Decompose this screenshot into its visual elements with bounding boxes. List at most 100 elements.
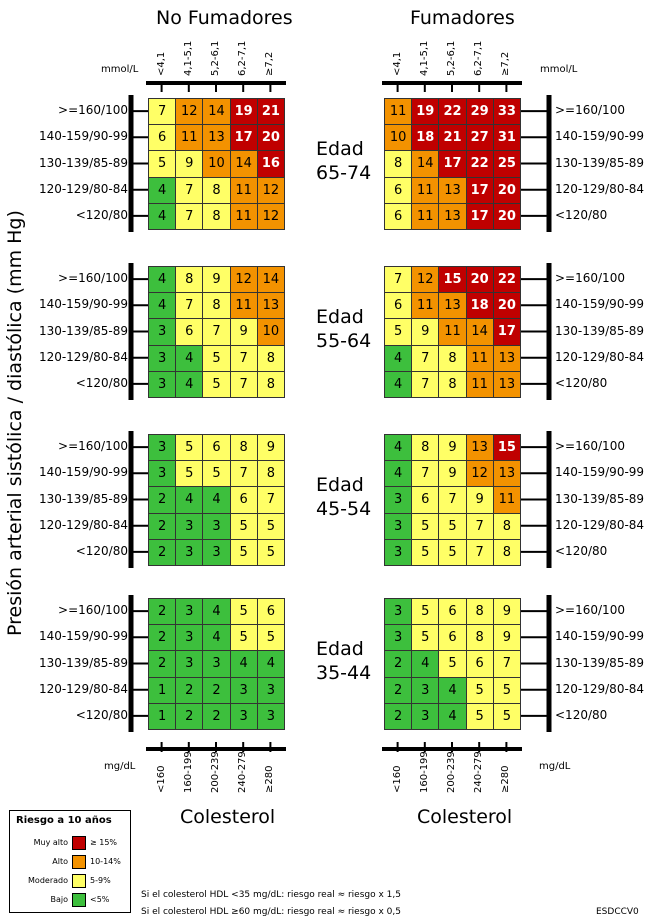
- risk-cell: 7: [175, 202, 204, 230]
- risk-cell: 9: [175, 150, 204, 178]
- legend-item-range: <5%: [90, 895, 110, 904]
- risk-cell: 8: [256, 460, 285, 488]
- risk-cell: 2: [202, 676, 231, 704]
- mgdl-label-left: 240-279: [237, 751, 249, 793]
- risk-cell: 4: [148, 266, 177, 294]
- legend-item-label: Bajo: [50, 895, 68, 904]
- bp-label-left: <120/80: [75, 207, 128, 222]
- bp-label-right: >=160/100: [555, 103, 625, 118]
- risk-cell: 3: [175, 624, 204, 652]
- risk-cell: 4: [202, 624, 231, 652]
- bp-label-right: <120/80: [555, 707, 608, 722]
- risk-cell: 8: [384, 150, 413, 178]
- risk-cell: 8: [256, 344, 285, 372]
- risk-cell: 3: [384, 512, 413, 540]
- risk-cell: 7: [229, 370, 258, 398]
- bp-label-left: 120-129/80-84: [38, 349, 128, 364]
- bp-label-left: <120/80: [75, 543, 128, 558]
- risk-cell: 4: [384, 460, 413, 488]
- risk-cell: 5: [411, 538, 440, 566]
- risk-cell: 5: [229, 624, 258, 652]
- risk-cell: 17: [465, 202, 494, 230]
- risk-cell: 2: [148, 650, 177, 678]
- risk-cell: 7: [175, 176, 204, 204]
- risk-cell: 11: [384, 98, 413, 126]
- bp-label-left: 120-129/80-84: [38, 517, 128, 532]
- risk-cell: 13: [438, 176, 467, 204]
- mgdl-label-left: 200-239: [210, 751, 221, 793]
- risk-cell: 4: [256, 650, 285, 678]
- age-label: Edad: [316, 306, 364, 328]
- bp-label-left: 140-159/90-99: [38, 129, 128, 144]
- risk-cell: 9: [492, 624, 521, 652]
- risk-cell: 2: [384, 650, 413, 678]
- risk-cell: 12: [256, 176, 285, 204]
- risk-cell: 3: [175, 650, 204, 678]
- risk-cell: 11: [229, 176, 258, 204]
- risk-cell: 2: [384, 676, 413, 704]
- risk-cell: 1: [148, 702, 177, 730]
- bp-label-right: <120/80: [555, 543, 608, 558]
- risk-cell: 14: [202, 98, 231, 126]
- risk-cell: 9: [256, 434, 285, 462]
- risk-cell: 6: [411, 486, 440, 514]
- mgdl-label-left: 160-199: [182, 751, 194, 793]
- risk-cell: 3: [175, 512, 204, 540]
- risk-cell: 27: [465, 124, 494, 152]
- unit-mmol-left: mmol/L: [101, 64, 139, 75]
- risk-cell: 14: [256, 266, 285, 294]
- risk-cell: 12: [175, 98, 204, 126]
- risk-cell: 11: [411, 176, 440, 204]
- risk-cell: 5: [229, 512, 258, 540]
- risk-cell: 9: [492, 598, 521, 626]
- risk-cell: 3: [384, 486, 413, 514]
- risk-cell: 20: [492, 176, 521, 204]
- unit-mgdl-right: mg/dL: [539, 761, 571, 772]
- legend-item-range: ≥ 15%: [90, 838, 118, 847]
- risk-cell: 4: [202, 598, 231, 626]
- mmol-label-right: 5,2-6,1: [446, 40, 457, 76]
- x-axis-title-left: Colesterol: [180, 806, 276, 828]
- age-label: Edad: [316, 474, 364, 496]
- risk-cell: 4: [384, 370, 413, 398]
- risk-cell: 21: [256, 98, 285, 126]
- risk-cell: 11: [438, 318, 467, 346]
- risk-cell: 8: [492, 512, 521, 540]
- risk-cell: 7: [465, 512, 494, 540]
- mgdl-label-right: 160-199: [418, 751, 430, 793]
- mmol-label-right: 4,1-5,1: [418, 40, 430, 76]
- risk-cell: 3: [229, 702, 258, 730]
- risk-cell: 13: [492, 460, 521, 488]
- risk-cell: 5: [229, 538, 258, 566]
- risk-cell: 11: [465, 344, 494, 372]
- bp-label-left: <120/80: [75, 707, 128, 722]
- risk-cell: 6: [384, 176, 413, 204]
- risk-cell: 13: [465, 434, 494, 462]
- risk-cell: 8: [256, 370, 285, 398]
- risk-cell: 11: [492, 486, 521, 514]
- risk-cell: 6: [438, 598, 467, 626]
- risk-cell: 3: [256, 702, 285, 730]
- bp-label-right: 120-129/80-84: [555, 681, 645, 696]
- bp-label-left: >=160/100: [58, 603, 128, 618]
- risk-cell: 4: [175, 344, 204, 372]
- risk-cell: 2: [148, 538, 177, 566]
- risk-cell: 19: [411, 98, 440, 126]
- risk-cell: 3: [384, 598, 413, 626]
- risk-cell: 5: [256, 512, 285, 540]
- bp-label-left: 140-159/90-99: [38, 297, 128, 312]
- bp-label-left: 120-129/80-84: [38, 681, 128, 696]
- risk-cell: 3: [202, 538, 231, 566]
- mmol-label-left: 5,2-6,1: [210, 40, 221, 76]
- mmol-label-right: <4,1: [391, 51, 403, 76]
- risk-cell: 6: [229, 486, 258, 514]
- mmol-label-left: <4,1: [155, 51, 167, 76]
- bp-label-right: <120/80: [555, 375, 608, 390]
- risk-cell: 33: [492, 98, 521, 126]
- bp-label-right: 130-139/85-89: [555, 655, 645, 670]
- risk-cell: 8: [202, 292, 231, 320]
- risk-cell: 5: [229, 598, 258, 626]
- risk-cell: 3: [384, 624, 413, 652]
- mgdl-label-right: 240-279: [473, 751, 485, 793]
- risk-cell: 7: [411, 370, 440, 398]
